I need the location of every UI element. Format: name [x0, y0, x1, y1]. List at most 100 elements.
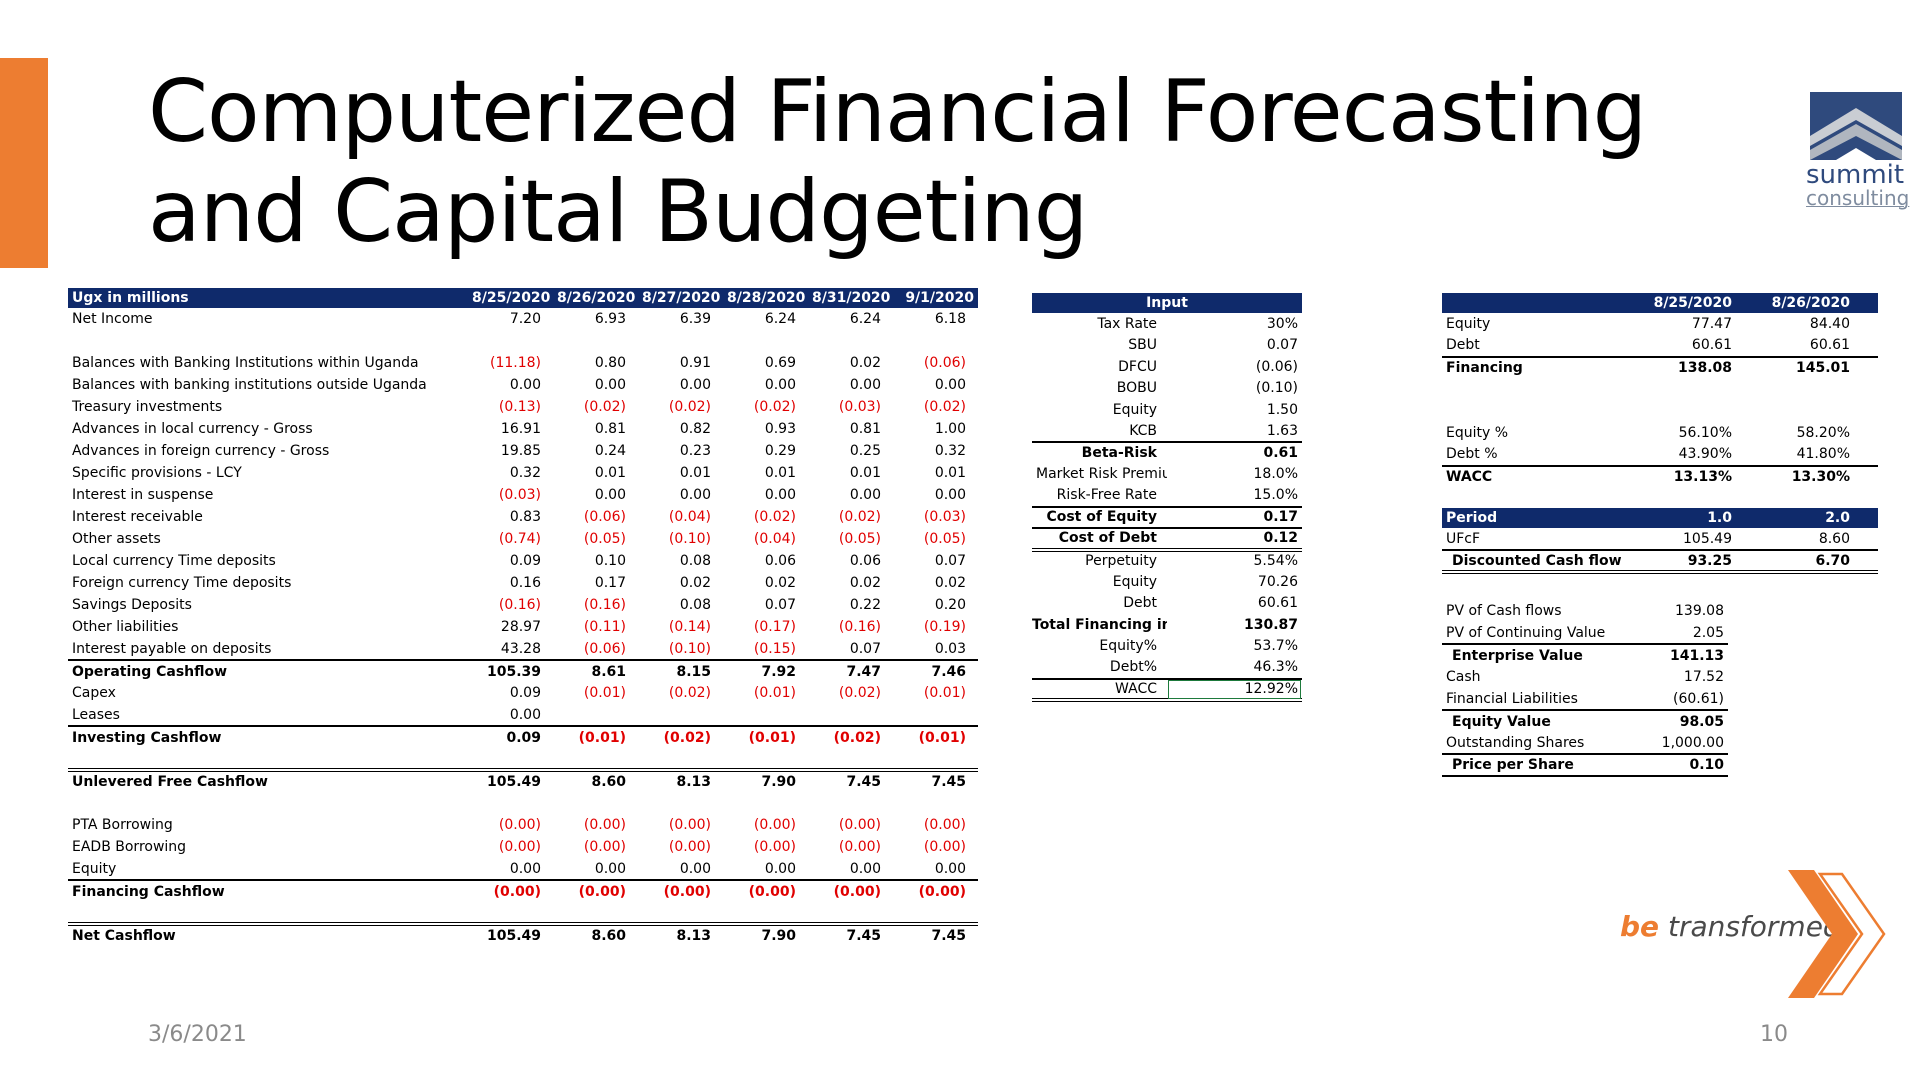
row-value: 0.16 [509, 575, 541, 591]
input-row: Beta-Risk 0.61 [1032, 441, 1302, 464]
row-value: 0.02 [934, 575, 966, 591]
table-row: Net Cashflow 105.49 8.60 8.13 7.90 7.45 7.45 [68, 922, 978, 946]
valuation-row: Price per Share 0.10 [1442, 753, 1728, 777]
input-value: 0.12 [1167, 527, 1302, 550]
financing-value: 77.47 [1691, 315, 1732, 332]
input-row: Tax Rate 30% [1032, 313, 1302, 335]
financing-label: Financing [1442, 355, 1642, 379]
financing-value: 13.13% [1642, 464, 1760, 488]
input-row: Perpetuity 5.54% [1032, 547, 1302, 571]
period-value: 105.49 [1683, 530, 1732, 547]
row-label [68, 748, 468, 770]
row-value: (0.15) [753, 640, 796, 657]
input-label: Perpetuity [1032, 547, 1167, 571]
row-value [638, 330, 723, 352]
valuation-row: Enterprise Value 141.13 [1442, 643, 1728, 666]
row-value: 0.00 [509, 860, 541, 877]
row-label: Balances with Banking Institutions withi… [72, 355, 419, 371]
row-value: 0.00 [679, 377, 711, 393]
cashflow-header-cell: 8/28/2020 [723, 288, 808, 308]
row-label: Unlevered Free Cashflow [68, 768, 468, 792]
financing-value [1760, 378, 1878, 400]
row-label: Equity [72, 860, 117, 877]
row-value: 0.02 [849, 355, 881, 371]
row-value: 8.15 [638, 659, 723, 682]
row-value: (0.00) [498, 817, 541, 833]
row-value: 0.00 [934, 487, 966, 503]
row-value: 0.20 [934, 597, 966, 613]
row-value: (0.14) [668, 619, 711, 635]
input-label: BOBU [1116, 380, 1157, 397]
row-label: Investing Cashflow [68, 725, 468, 748]
row-value: 0.93 [764, 421, 796, 437]
row-value: 8.61 [553, 659, 638, 682]
row-value: (0.06) [583, 509, 626, 525]
financing-label [1442, 378, 1642, 400]
cashflow-header-cell: 8/31/2020 [808, 288, 893, 308]
row-value: 7.45 [893, 768, 978, 792]
row-value: (0.16) [838, 619, 881, 635]
row-value: (0.74) [498, 531, 541, 547]
tagline-rest: transformed [1659, 910, 1841, 943]
row-value: 105.39 [468, 659, 553, 682]
row-value: 0.24 [594, 443, 626, 459]
financing-header-cell: 8/26/2020 [1760, 293, 1878, 313]
row-value: (0.02) [838, 509, 881, 525]
row-value [808, 902, 893, 924]
input-value: 0.61 [1167, 441, 1302, 464]
row-value: (0.00) [893, 879, 978, 902]
valuation-value: 1,000.00 [1661, 734, 1724, 751]
table-row: Foreign currency Time deposits 0.16 0.17 0.… [68, 572, 978, 594]
row-value: (0.02) [753, 509, 796, 525]
row-label: Other liabilities [72, 619, 179, 635]
input-header-cell: Input [1032, 293, 1302, 313]
row-value: 7.20 [509, 311, 541, 327]
row-value: 7.46 [893, 659, 978, 682]
row-value: (0.01) [583, 685, 626, 701]
period-header-cell: Period [1442, 508, 1642, 528]
input-row: Cost of Equity 0.17 [1032, 505, 1302, 528]
input-label: Total Financing in 2019 [1032, 616, 1167, 633]
valuation-label: Financial Liabilities [1446, 690, 1578, 707]
row-value [808, 330, 893, 352]
row-value [723, 330, 808, 352]
row-label: Local currency Time deposits [72, 553, 276, 569]
cashflow-header-cell: 8/26/2020 [553, 288, 638, 308]
row-value: (0.10) [668, 531, 711, 547]
row-value: 105.49 [468, 922, 553, 946]
input-value: 53.7% [1253, 638, 1298, 655]
financing-row: Debt 60.61 60.61 [1442, 335, 1878, 357]
row-label: Operating Cashflow [68, 659, 468, 682]
table-row [68, 792, 978, 814]
row-value [468, 792, 553, 814]
input-row: WACC 12.92% [1032, 677, 1302, 702]
row-value: 28.97 [500, 619, 541, 635]
row-value [893, 792, 978, 814]
row-value: 0.08 [679, 553, 711, 569]
row-value: 7.90 [723, 768, 808, 792]
row-value [808, 792, 893, 814]
input-label: Debt% [1109, 659, 1157, 676]
input-label: Cost of Debt [1032, 527, 1167, 550]
financing-row [1442, 400, 1878, 422]
row-value: (0.01) [923, 685, 966, 701]
table-row: Operating Cashflow 105.39 8.61 8.15 7.92 7.47… [68, 659, 978, 682]
row-value: (0.05) [583, 531, 626, 547]
row-label: Net Income [72, 311, 153, 327]
row-value: (0.02) [668, 685, 711, 701]
row-value: 0.09 [509, 685, 541, 701]
row-value: 19.85 [500, 443, 541, 459]
tagline-be: be [1620, 910, 1660, 943]
table-row: Interest payable on deposits 43.28 (0.06) (… [68, 638, 978, 660]
logo-text: summit [1806, 160, 1905, 190]
row-value: 0.09 [468, 725, 553, 748]
row-value: 7.92 [723, 659, 808, 682]
row-value [468, 748, 553, 770]
table-row: Other liabilities 28.97 (0.11) (0.14) (0.17)… [68, 616, 978, 638]
cashflow-header-cell: Ugx in millions [68, 288, 468, 308]
row-value: (0.03) [498, 487, 541, 503]
financing-label [1442, 400, 1642, 422]
row-value [553, 902, 638, 924]
valuation-value: 139.08 [1675, 603, 1724, 619]
row-value: (0.16) [498, 597, 541, 613]
